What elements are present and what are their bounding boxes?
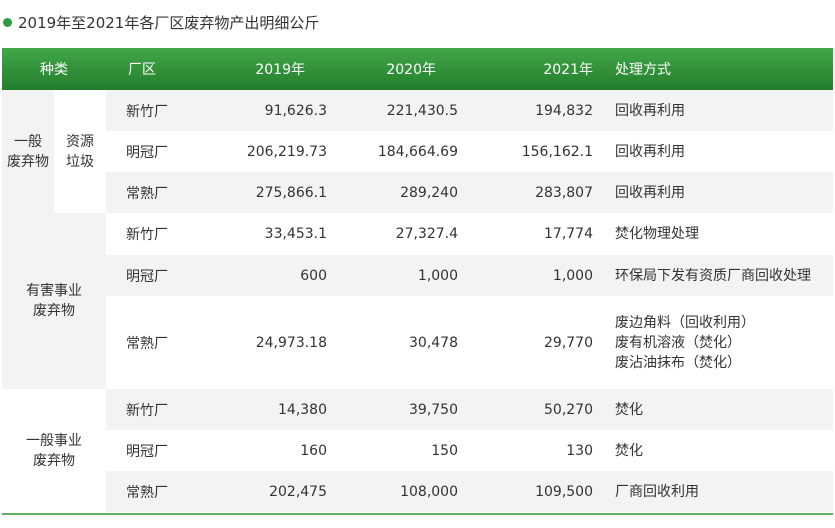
method-cell: 回收再利用 <box>615 143 685 160</box>
method-cell: 回收再利用 <box>615 102 685 119</box>
table-row: 常熟厂 275,866.1 289,240 283,807 回收再利用 <box>2 172 833 213</box>
value-2019-cell: 600 <box>300 267 327 284</box>
table-row: 常熟厂 202,475 108,000 109,500 厂商回收利用 <box>2 471 833 512</box>
value-2020-cell: 1,000 <box>417 267 458 284</box>
category-cell: 一般 废弃物 <box>2 90 54 213</box>
header-2021: 2021年 <box>476 48 605 90</box>
value-2019-cell: 33,453.1 <box>264 226 327 242</box>
table-row: 明冠厂 160 150 130 焚化 <box>2 430 833 471</box>
table-row: 有害事业 废弃物 新竹厂 33,453.1 27,327.4 17,774 焚化… <box>2 213 833 389</box>
value-2019-cell: 160 <box>300 442 327 459</box>
header-2019: 2019年 <box>224 48 345 90</box>
table-title-text: 2019年至2021年各厂区废弃物产出明细公斤 <box>18 13 320 32</box>
factory-cell: 新竹厂 <box>126 402 168 419</box>
method-cell: 焚化 <box>615 442 643 459</box>
subcategory-cell: 资源 垃圾 <box>54 90 106 213</box>
value-2020-cell: 184,664.69 <box>377 143 458 160</box>
value-2020-cell: 27,327.4 <box>395 226 458 242</box>
method-cell: 焚化物理处理 <box>615 226 699 242</box>
value-2020-cell: 150 <box>431 442 458 459</box>
table-row: 明冠厂 600 1,000 1,000 环保局下发有资质厂商回收处理 <box>2 255 833 296</box>
value-2021-cell: 50,270 <box>544 401 593 418</box>
table-title: 2019年至2021年各厂区废弃物产出明细公斤 <box>3 8 319 36</box>
method-cell: 回收再利用 <box>615 184 685 201</box>
table-row: 一般 废弃物 资源 垃圾 新竹厂 91,626.3 221,430.5 194,… <box>2 90 833 213</box>
value-2019-cell: 14,380 <box>278 401 327 418</box>
method-cell: 废边角料（回收利用） 废有机溶液（焚化） 废沾油抹布（焚化） <box>615 314 755 371</box>
category-cell: 一般事业 废弃物 <box>2 389 106 512</box>
value-2020-cell: 39,750 <box>409 401 458 418</box>
value-2019-cell: 24,973.18 <box>255 334 327 351</box>
factory-cell: 常熟厂 <box>126 335 168 352</box>
table-row: 明冠厂 206,219.73 184,664.69 156,162.1 回收再利… <box>2 131 833 172</box>
table-bottom-border <box>2 513 833 515</box>
value-2019-cell: 275,866.1 <box>255 184 327 201</box>
bullet-dot-icon <box>3 17 12 27</box>
factory-cell: 新竹厂 <box>126 227 168 243</box>
value-2020-cell: 221,430.5 <box>386 102 458 119</box>
table-header-row: 种类 厂区 2019年 2020年 2021年 处理方式 <box>2 48 833 90</box>
factory-cell: 新竹厂 <box>126 103 168 120</box>
factory-cell: 明冠厂 <box>126 144 168 161</box>
table-row: 常熟厂 24,973.18 30,478 29,770 废边角料（回收利用） 废… <box>2 296 833 389</box>
value-2019-cell: 202,475 <box>269 483 327 500</box>
factory-cell: 明冠厂 <box>126 443 168 460</box>
value-2021-cell: 156,162.1 <box>521 143 593 160</box>
value-2021-cell: 130 <box>566 442 593 459</box>
value-2020-cell: 289,240 <box>400 184 458 201</box>
value-2019-cell: 91,626.3 <box>264 102 327 119</box>
factory-cell: 常熟厂 <box>126 185 168 202</box>
value-2019-cell: 206,219.73 <box>246 143 327 160</box>
header-method: 处理方式 <box>605 48 833 90</box>
value-2020-cell: 30,478 <box>409 334 458 351</box>
factory-cell: 常熟厂 <box>126 484 168 501</box>
category-cell: 有害事业 废弃物 <box>2 213 106 389</box>
header-factory: 厂区 <box>106 48 224 90</box>
header-2020: 2020年 <box>345 48 476 90</box>
value-2021-cell: 29,770 <box>544 334 593 351</box>
waste-table: 种类 厂区 2019年 2020年 2021年 处理方式 一般 废弃物 资源 垃… <box>2 48 833 512</box>
value-2020-cell: 108,000 <box>400 483 458 500</box>
value-2021-cell: 1,000 <box>552 267 593 284</box>
method-cell: 厂商回收利用 <box>615 483 699 500</box>
method-cell: 环保局下发有资质厂商回收处理 <box>615 267 811 284</box>
value-2021-cell: 283,807 <box>535 184 593 201</box>
method-cell: 焚化 <box>615 401 643 418</box>
factory-cell: 明冠厂 <box>126 268 168 285</box>
value-2021-cell: 194,832 <box>535 102 593 119</box>
value-2021-cell: 109,500 <box>535 483 593 500</box>
value-2021-cell: 17,774 <box>544 226 593 242</box>
table-row: 一般事业 废弃物 新竹厂 14,380 39,750 50,270 焚化 <box>2 389 833 512</box>
header-category: 种类 <box>2 48 106 90</box>
